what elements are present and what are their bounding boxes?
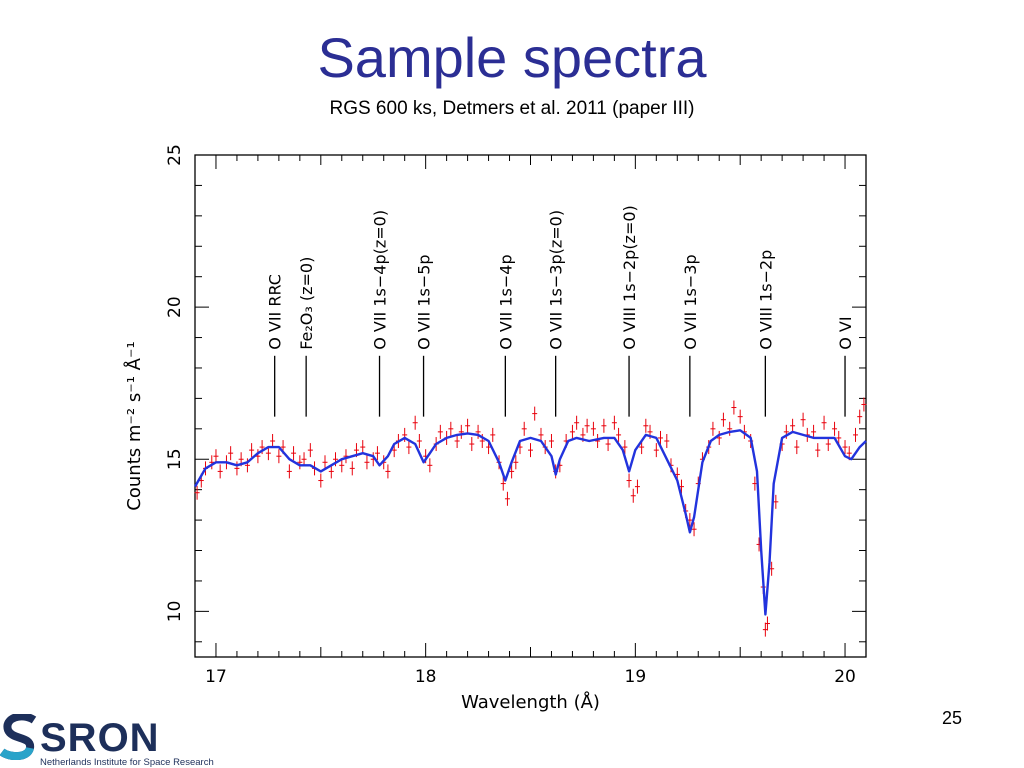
line-label: O VIII 1s−2p(z=0)	[620, 205, 639, 350]
x-tick-label: 17	[205, 667, 227, 687]
model-line	[193, 429, 867, 616]
y-tick-label: 25	[165, 144, 185, 166]
y-tick-label: 15	[165, 448, 185, 470]
x-tick-label: 18	[415, 667, 437, 687]
line-label: O VIII 1s−2p	[756, 250, 775, 350]
x-tick-label: 19	[625, 667, 647, 687]
line-label: O VII 1s−4p	[496, 254, 515, 349]
line-label: O VII RRC	[266, 274, 285, 350]
y-tick-label: 10	[165, 601, 185, 623]
sron-logo-icon	[0, 714, 37, 760]
line-label: O VII 1s−5p	[415, 254, 434, 349]
line-label: O VII 1s−3p(z=0)	[547, 210, 566, 350]
x-axis-label: Wavelength (Å)	[461, 691, 600, 713]
logo-tagline: Netherlands Institute for Space Research	[40, 757, 214, 768]
line-label: O VI	[836, 316, 855, 349]
line-label: O VII 1s−3p	[681, 254, 700, 349]
y-tick-label: 20	[165, 296, 185, 318]
y-axis-label: Counts m⁻² s⁻¹ Å⁻¹	[123, 341, 145, 510]
x-tick-label: 20	[834, 667, 856, 687]
sron-logo: SRON Netherlands Institute for Space Res…	[0, 712, 230, 768]
slide-subtitle: RGS 600 ks, Detmers et al. 2011 (paper I…	[329, 98, 695, 119]
line-label: Fe₂O₃ (z=0)	[297, 257, 316, 350]
page-number: 25	[941, 708, 963, 728]
logo-wordmark: SRON	[40, 716, 160, 760]
line-label: O VII 1s−4p(z=0)	[371, 210, 390, 350]
slide-title: Sample spectra	[317, 26, 707, 89]
